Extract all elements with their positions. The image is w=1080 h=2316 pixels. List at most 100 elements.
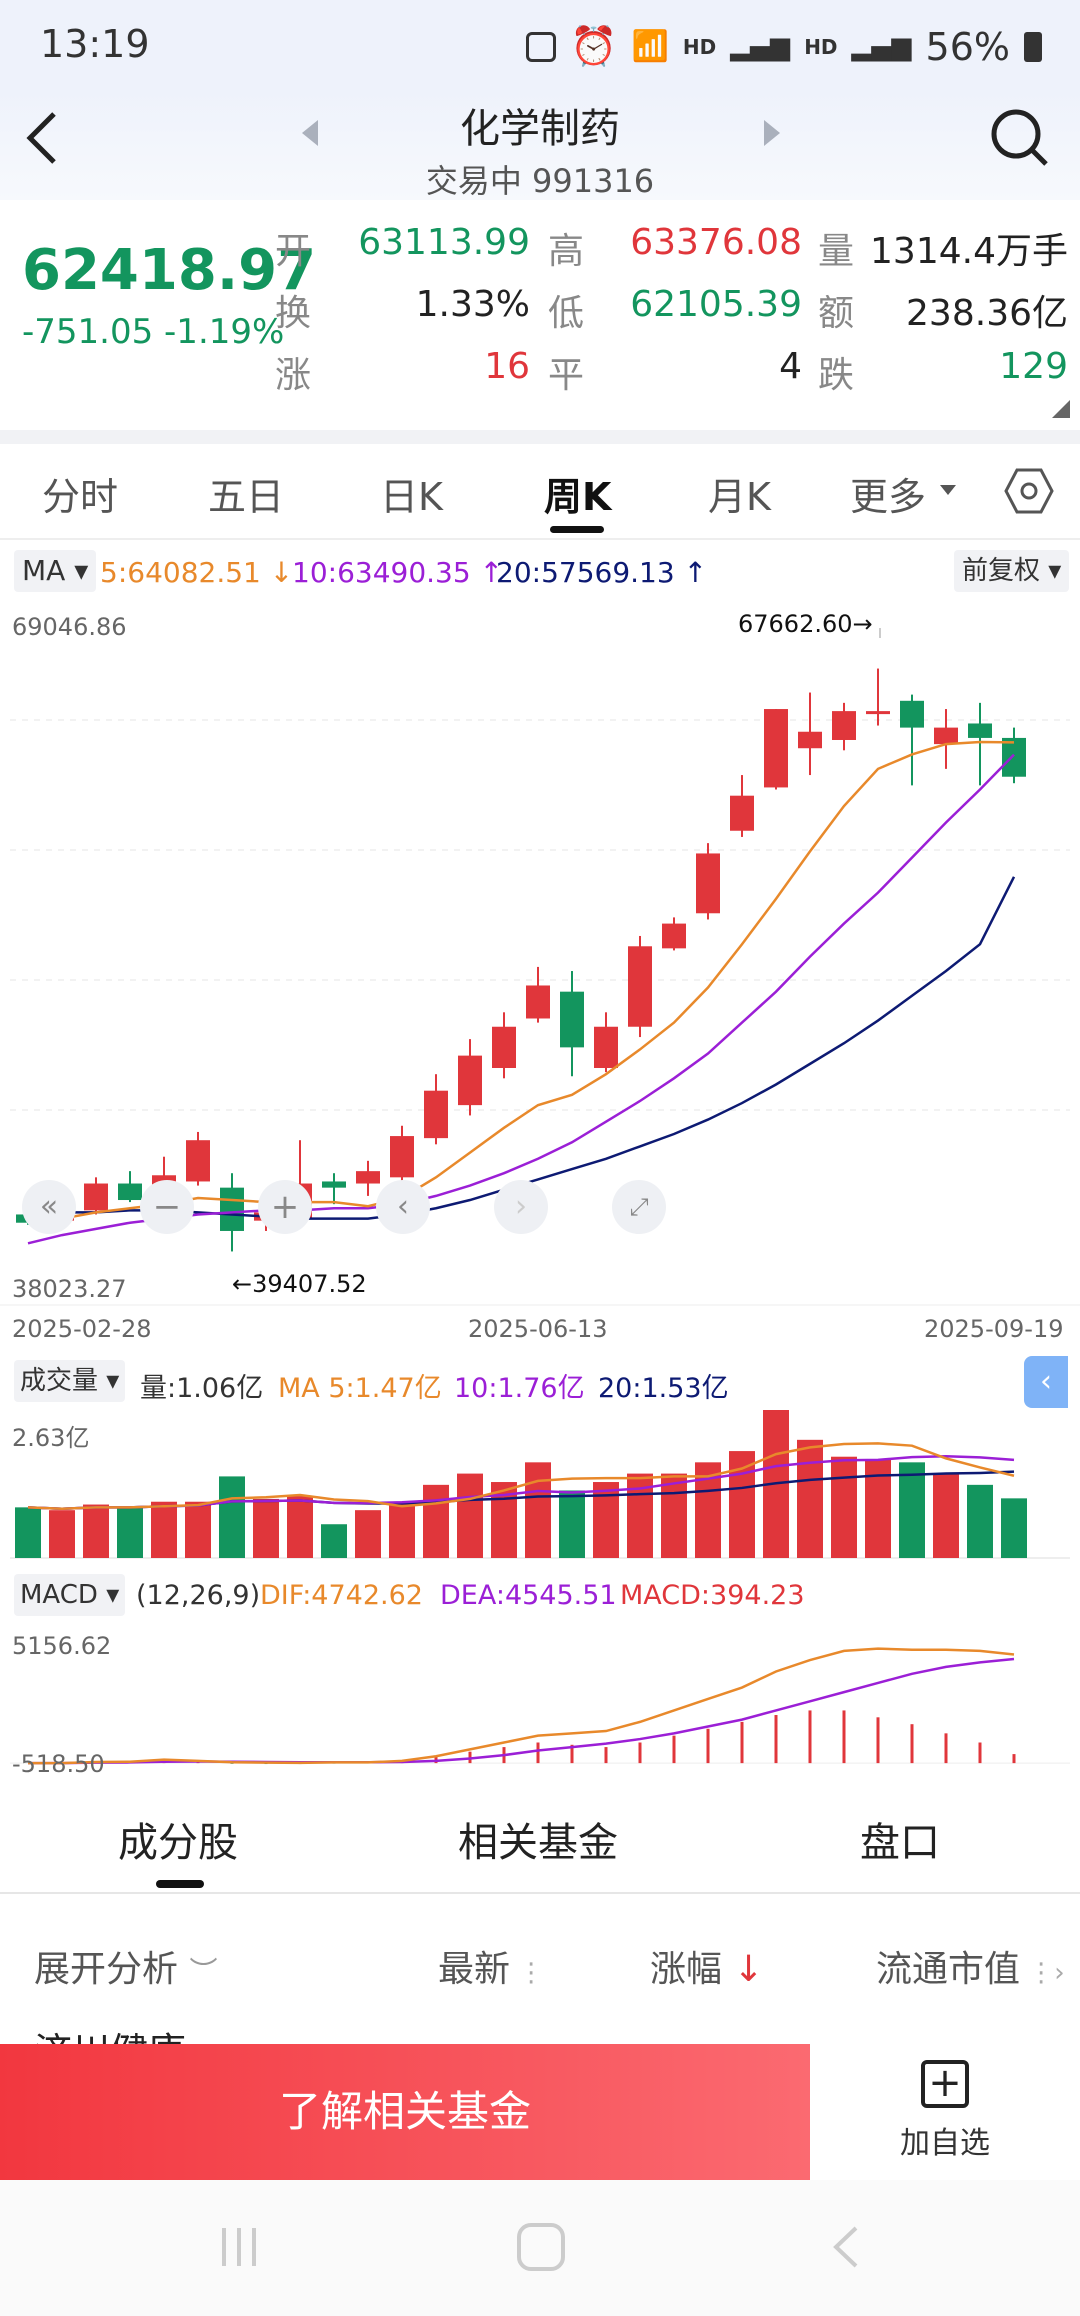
dif-line xyxy=(28,1647,1015,1765)
tab-five-day[interactable]: 五日 xyxy=(208,475,285,519)
volume-bar xyxy=(933,1473,959,1558)
tab-monthly-k[interactable]: 月K xyxy=(708,475,771,519)
active-tab-indicator xyxy=(550,526,604,533)
tab-more[interactable]: 更多 xyxy=(850,475,927,519)
period-tabs: 分时 五日 日K 周K 月K 更多 xyxy=(0,444,1080,540)
fullscreen-icon[interactable]: ⤢ xyxy=(612,1180,666,1234)
more-dropdown-icon[interactable] xyxy=(940,482,956,501)
sort-desc-icon: ↓ xyxy=(722,1949,764,1990)
back-nav-icon[interactable] xyxy=(826,2222,866,2276)
candle-body xyxy=(186,1140,210,1182)
sort-latest-label: 最新 xyxy=(438,1949,511,1990)
page-header: 化学制药 交易中 991316 xyxy=(0,90,1080,200)
ma-select-label: MA xyxy=(22,554,66,587)
related-funds-button-label: 了解相关基金 xyxy=(278,2087,531,2136)
prev-stock-icon[interactable] xyxy=(298,118,322,152)
macd-select[interactable]: MACD ▾ xyxy=(14,1574,126,1616)
add-watchlist-label: 加自选 xyxy=(900,2126,990,2161)
sort-latest[interactable]: 最新 ⋮ xyxy=(438,1940,544,1992)
volume-bar xyxy=(899,1462,925,1558)
zoom-in-icon[interactable]: + xyxy=(258,1180,312,1234)
home-icon[interactable] xyxy=(514,2220,568,2278)
side-panel-toggle-icon[interactable]: ‹ xyxy=(1024,1356,1068,1408)
macd-dea: DEA:4545.51 xyxy=(440,1580,617,1611)
ma10-line xyxy=(27,753,1015,1245)
candle-body xyxy=(866,711,890,715)
section-divider xyxy=(0,430,1080,444)
volume-ma20: 20:1.53亿 xyxy=(598,1373,729,1404)
zoom-out-icon[interactable]: − xyxy=(140,1180,194,1234)
tab-constituents[interactable]: 成分股 xyxy=(118,1820,238,1866)
add-watchlist-button[interactable]: + 加自选 xyxy=(870,2060,1020,2162)
volume-ma10: 10:1.76亿 xyxy=(454,1373,585,1404)
date-label-mid: 2025-06-13 xyxy=(468,1315,608,1343)
candle-body xyxy=(84,1183,108,1211)
volume-select-label: 成交量 xyxy=(20,1366,99,1396)
volume-bar xyxy=(117,1507,143,1558)
volume-bar xyxy=(797,1439,823,1558)
candle-body xyxy=(798,731,822,749)
candle-body xyxy=(696,853,720,914)
search-icon[interactable] xyxy=(988,106,1052,174)
volume-select[interactable]: 成交量 ▾ xyxy=(14,1360,126,1402)
candle-body xyxy=(390,1136,414,1178)
volume-bar xyxy=(593,1482,619,1558)
ma-select[interactable]: MA ▾ xyxy=(14,550,97,592)
tab-order-book[interactable]: 盘口 xyxy=(860,1820,940,1866)
sort-change[interactable]: 涨幅 ↓ xyxy=(650,1940,764,1992)
tabs-divider xyxy=(0,538,1080,540)
volume-bar xyxy=(661,1473,687,1558)
candle-body xyxy=(118,1183,142,1201)
expand-analysis[interactable]: 展开分析 ︶ xyxy=(34,1940,217,1992)
price-axis-bottom: 38023.27 xyxy=(12,1275,127,1303)
scroll-start-icon[interactable]: « xyxy=(22,1180,76,1234)
scroll-right-icon[interactable]: › xyxy=(494,1180,548,1234)
candle-body xyxy=(764,709,788,788)
high-label: 高 xyxy=(548,231,585,272)
volume-current: 量:1.06亿 xyxy=(140,1373,264,1404)
eye-closed-icon: ︶ xyxy=(189,1955,218,1988)
tab-intraday[interactable]: 分时 xyxy=(42,475,119,519)
down-count-value: 129 xyxy=(999,346,1068,387)
tab-related-funds[interactable]: 相关基金 xyxy=(458,1820,618,1866)
sort-change-label: 涨幅 xyxy=(650,1949,723,1990)
flat-count-label: 平 xyxy=(548,355,585,396)
tab-daily-k[interactable]: 日K xyxy=(380,475,443,519)
settings-hexagon-icon[interactable] xyxy=(1004,466,1054,520)
status-bar: 13:19 ⏰ 📶 HD ▂▄▆ HD ▂▄▆ 56% xyxy=(0,0,1080,90)
recent-apps-icon[interactable] xyxy=(214,2222,264,2276)
tab-weekly-k[interactable]: 周K xyxy=(544,475,612,519)
ma10-value: 10:63490.35 ↑ xyxy=(292,556,504,589)
network-label-1: HD xyxy=(682,34,717,59)
expand-corner-icon[interactable] xyxy=(1052,400,1070,422)
adjust-select[interactable]: 前复权 ▾ xyxy=(954,550,1070,592)
page-title: 化学制药 xyxy=(460,106,620,152)
battery-text: 56% xyxy=(925,24,1010,69)
volume-bar xyxy=(831,1456,857,1558)
scroll-left-icon[interactable]: ‹ xyxy=(376,1180,430,1234)
low-value: 62105.39 xyxy=(630,284,802,325)
ma5-text: 5:64082.51 xyxy=(100,556,261,589)
volume-bar xyxy=(1001,1498,1027,1558)
macd-params: (12,26,9) xyxy=(136,1580,261,1611)
sort-cap-label: 流通市值 xyxy=(876,1949,1021,1990)
bottom-tabs-divider xyxy=(0,1892,1080,1894)
dea-line xyxy=(28,1657,1015,1765)
volume-ma5: MA 5:1.47亿 xyxy=(278,1373,442,1404)
open-label: 开 xyxy=(275,231,312,272)
volume-bar xyxy=(729,1451,755,1558)
candle-body xyxy=(730,795,754,831)
volume-bar xyxy=(185,1501,211,1558)
app-notification-icon xyxy=(526,31,557,62)
candle-body xyxy=(832,711,856,740)
up-count-value: 16 xyxy=(484,346,530,387)
back-icon[interactable] xyxy=(22,108,62,168)
sort-icon-latest: ⋮ xyxy=(510,1958,545,1988)
next-stock-icon[interactable] xyxy=(760,118,784,152)
candle-body xyxy=(220,1187,244,1231)
related-funds-button[interactable]: 了解相关基金 xyxy=(0,2044,810,2180)
min-price-label: ←39407.52 xyxy=(232,1270,367,1298)
volume-value: 1314.4万手 xyxy=(870,231,1068,272)
sort-market-cap[interactable]: 流通市值 ⋮› xyxy=(876,1940,1065,1992)
amount-value: 238.36亿 xyxy=(906,293,1068,334)
